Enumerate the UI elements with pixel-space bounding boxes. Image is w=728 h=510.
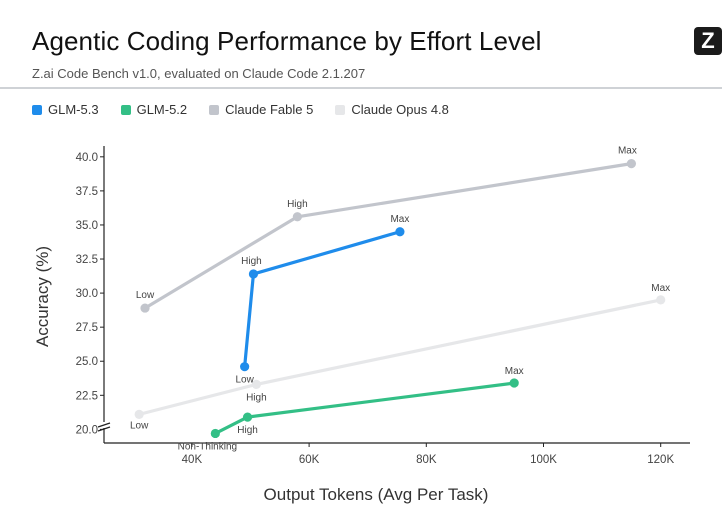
y-tick-label: 32.5	[76, 254, 98, 266]
legend-label: Claude Fable 5	[225, 102, 314, 117]
point-label: Low	[235, 375, 254, 386]
data-point	[656, 295, 666, 305]
legend-swatch	[209, 104, 220, 115]
y-tick-label: 37.5	[76, 186, 98, 198]
y-tick-label: 27.5	[76, 322, 98, 334]
point-label: Max	[505, 366, 524, 377]
x-tick-label: 60K	[299, 454, 320, 466]
y-tick-label: 20.0	[76, 424, 98, 436]
legend-item-glm-5-2: GLM-5.2	[120, 102, 188, 117]
legend-label: Claude Opus 4.8	[351, 102, 449, 117]
x-tick-label: 100K	[530, 454, 557, 466]
point-label: High	[246, 392, 267, 403]
y-axis-title: Accuracy (%)	[33, 246, 52, 347]
data-point	[251, 379, 261, 389]
point-label: Max	[390, 214, 409, 225]
y-tick-label: 40.0	[76, 152, 98, 164]
series-line	[214, 381, 515, 435]
point-label: Max	[651, 283, 670, 294]
zai-logo: Z	[694, 27, 722, 55]
data-point	[248, 269, 259, 279]
axis-break-mark	[97, 422, 111, 428]
data-point	[140, 303, 150, 313]
data-point	[395, 227, 405, 237]
data-point	[292, 212, 302, 222]
x-tick-label: 120K	[647, 454, 674, 466]
y-tick-label: 35.0	[76, 220, 98, 232]
y-tick-label: 22.5	[76, 390, 98, 402]
x-tick-label: 80K	[416, 454, 437, 466]
x-axis-title: Output Tokens (Avg Per Task)	[263, 485, 489, 504]
legend-swatch	[120, 104, 131, 115]
point-label: Low	[130, 420, 149, 431]
series-line	[243, 230, 401, 367]
header-divider	[0, 87, 722, 89]
data-point	[626, 159, 637, 169]
legend-item-glm-5-3: GLM-5.3	[32, 102, 99, 117]
point-label: High	[287, 199, 308, 210]
point-label: Max	[618, 146, 637, 157]
legend: GLM-5.3 GLM-5.2 Claude Fable 5 Claude Op…	[32, 102, 449, 117]
point-label: Non-Thinking	[178, 441, 237, 452]
legend-item-claude-opus-4-8: Claude Opus 4.8	[335, 102, 449, 117]
point-label: High	[241, 256, 262, 267]
legend-label: GLM-5.3	[48, 102, 99, 117]
chart-title: Agentic Coding Performance by Effort Lev…	[32, 26, 542, 56]
legend-label: GLM-5.2	[136, 102, 188, 117]
legend-item-claude-fable-5: Claude Fable 5	[209, 102, 313, 117]
y-tick-label: 25.0	[76, 356, 98, 368]
data-point	[240, 362, 250, 372]
legend-swatch	[32, 104, 42, 115]
legend-swatch	[335, 104, 346, 115]
point-label: High	[237, 425, 258, 436]
line-chart: 20.0 22.5 25.0 27.5 30.0 32.5 35.0 37.5 40.0 40K 6…	[33, 146, 690, 466]
data-point	[134, 409, 144, 419]
y-tick-label: 30.0	[76, 288, 98, 300]
data-point	[210, 428, 220, 439]
point-label: Low	[136, 290, 155, 301]
chart-subtitle: Z.ai Code Bench v1.0, evaluated on Claud…	[32, 66, 366, 81]
x-tick-label: 40K	[182, 454, 203, 466]
data-point	[509, 378, 519, 388]
data-point	[242, 412, 253, 422]
